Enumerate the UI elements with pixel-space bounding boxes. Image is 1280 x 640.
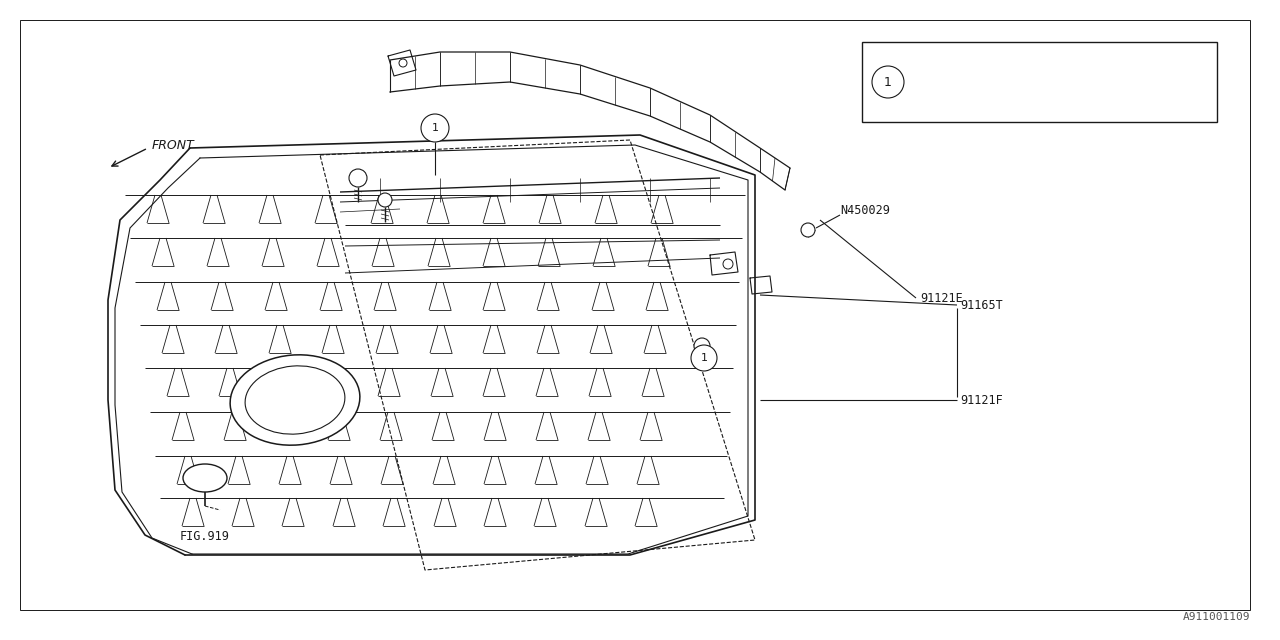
Text: N450029: N450029 [840,204,890,216]
Circle shape [694,338,710,354]
Circle shape [691,345,717,371]
Text: 91121E: 91121E [920,291,963,305]
Ellipse shape [230,355,360,445]
Circle shape [872,66,904,98]
Text: FIG.919: FIG.919 [180,530,230,543]
Text: 1: 1 [700,353,708,363]
Ellipse shape [244,366,344,434]
Circle shape [378,193,392,207]
Ellipse shape [183,464,227,492]
Bar [861,42,1217,122]
Text: A911001109: A911001109 [1183,612,1251,622]
Text: 1: 1 [884,76,892,88]
Circle shape [349,169,367,187]
Text: 1: 1 [431,123,439,133]
Text: FRONT: FRONT [152,138,195,152]
Text: Q500031<0902-  >: Q500031<0902- > [922,97,1030,107]
Circle shape [801,223,815,237]
Circle shape [421,114,449,142]
Text: 91165T: 91165T [960,298,1002,312]
Text: 0450S  < -0901>: 0450S < -0901> [922,60,1023,69]
Text: 91121F: 91121F [960,394,1002,406]
